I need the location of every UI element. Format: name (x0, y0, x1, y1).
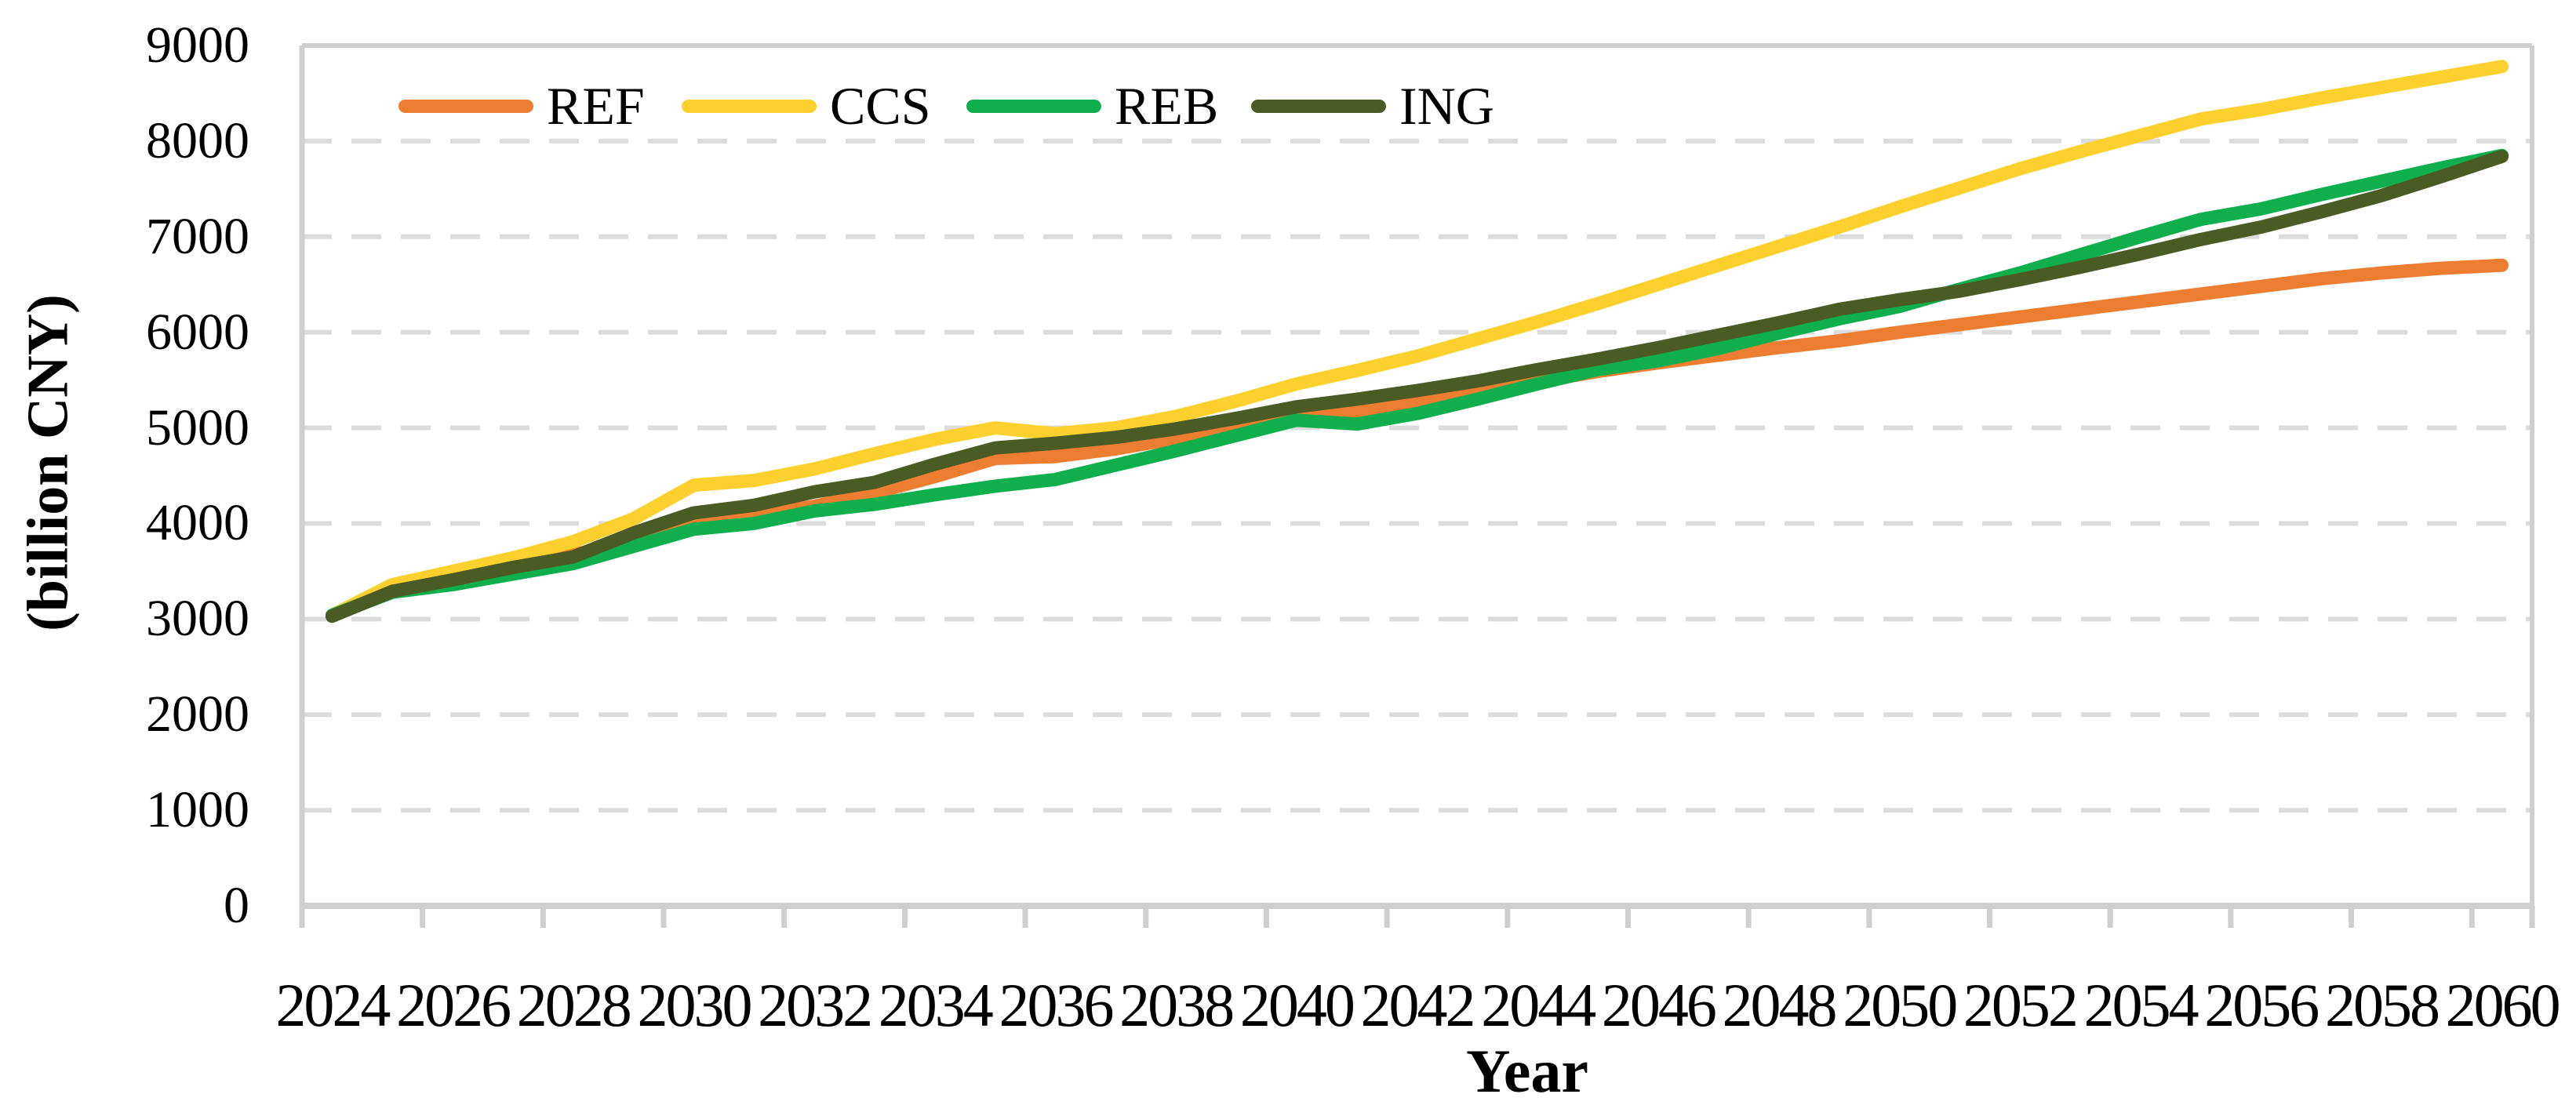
x-tick-label-2038: 2038 (1119, 971, 1235, 1039)
x-tick-label-2030: 2030 (637, 971, 752, 1039)
y-tick-label-2000: 2000 (146, 685, 249, 743)
x-tick-label-2040: 2040 (1239, 971, 1355, 1039)
legend-label-reb: REB (1115, 76, 1219, 136)
x-tick-label-2054: 2054 (2083, 971, 2199, 1039)
x-tick-label-2052: 2052 (1963, 971, 2079, 1039)
x-tick-label-2034: 2034 (878, 971, 994, 1039)
x-tick-label-2042: 2042 (1360, 971, 1476, 1039)
x-tick-label-2050: 2050 (1843, 971, 1958, 1039)
x-tick-label-2046: 2046 (1601, 971, 1717, 1039)
legend-line-swatch-ccs (682, 99, 817, 113)
x-tick-label-2048: 2048 (1722, 971, 1838, 1039)
legend-label-ccs: CCS (830, 76, 931, 136)
legend-label-ref: REF (547, 76, 645, 136)
series-line-ccs (325, 60, 2509, 622)
x-tick-label-2056: 2056 (2204, 971, 2319, 1039)
y-tick-label-5000: 5000 (146, 398, 249, 456)
x-tick-label-2036: 2036 (999, 971, 1114, 1039)
y-axis-title: (billion CNY) (16, 294, 81, 631)
series-line-reb (325, 148, 2509, 622)
x-tick-label-2044: 2044 (1481, 971, 1596, 1039)
y-tick-label-1000: 1000 (146, 781, 249, 839)
y-tick-label-0: 0 (224, 877, 249, 934)
x-axis-title: Year (1466, 1037, 1588, 1105)
y-tick-label-8000: 8000 (146, 111, 249, 169)
y-tick-label-9000: 9000 (146, 16, 249, 74)
legend-line-swatch-ref (398, 99, 533, 113)
x-tick-label-2058: 2058 (2324, 971, 2440, 1039)
x-tick-label-2028: 2028 (516, 971, 632, 1039)
x-tick-label-2026: 2026 (396, 971, 511, 1039)
y-tick-label-3000: 3000 (146, 590, 249, 648)
y-tick-label-4000: 4000 (146, 494, 249, 552)
series-line-ing (325, 149, 2509, 623)
series-line-ref (325, 258, 2509, 622)
legend-line-swatch-ing (1251, 99, 1386, 113)
y-tick-label-6000: 6000 (146, 303, 249, 361)
legend-label-ing: ING (1399, 76, 1494, 136)
x-tick-label-2060: 2060 (2445, 971, 2561, 1039)
y-tick-label-7000: 7000 (146, 207, 249, 265)
legend-line-swatch-reb (966, 99, 1101, 113)
x-tick-label-2024: 2024 (275, 971, 391, 1039)
x-tick-label-2032: 2032 (758, 971, 873, 1039)
